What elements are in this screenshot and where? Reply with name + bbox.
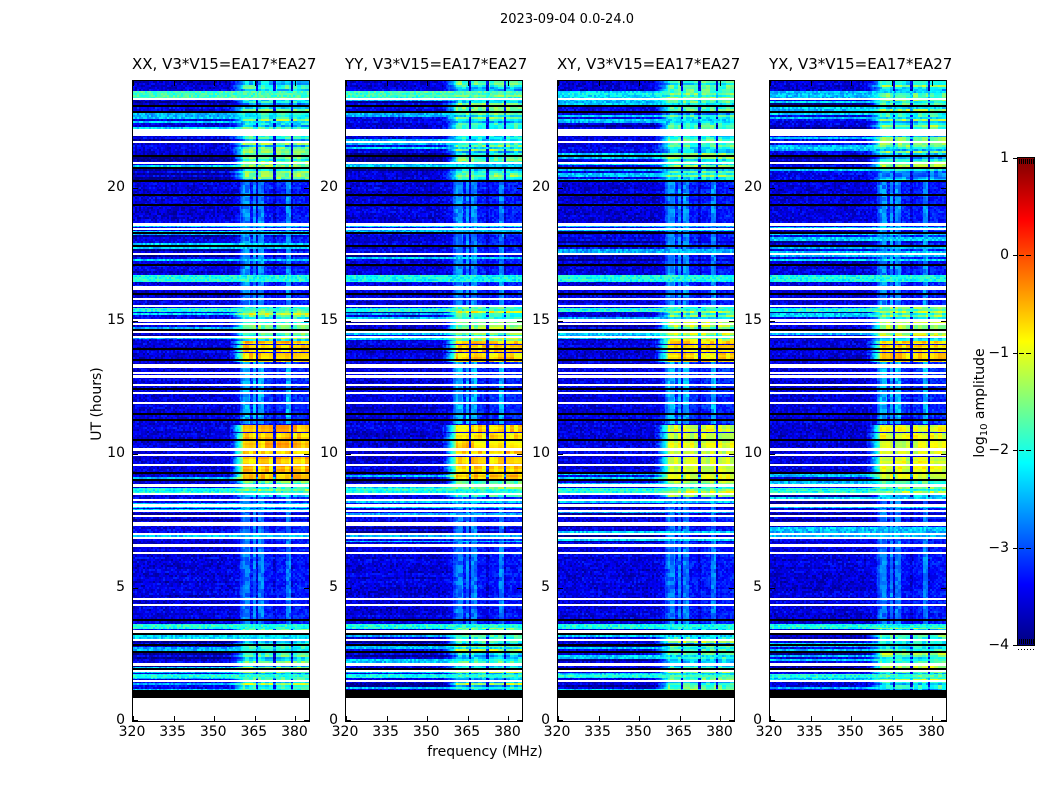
y-tick-label: 10	[320, 445, 338, 462]
y-tick-label: 0	[116, 712, 125, 728]
x-tick-label: 380	[281, 724, 308, 740]
x-tick-label: 335	[796, 724, 823, 740]
spectrogram-panel-yx	[769, 80, 947, 722]
x-axis-label: frequency (MHz)	[427, 744, 543, 760]
colorbar-tick-label: −4	[988, 637, 1009, 653]
y-tick-label: 0	[541, 712, 550, 728]
y-tick-label: 0	[753, 712, 762, 728]
y-tick-label: 5	[116, 578, 125, 595]
x-tick-label: 350	[836, 724, 864, 740]
x-tick-label: 320	[118, 724, 146, 740]
x-tick-label: 365	[665, 724, 693, 740]
y-tick-label: 20	[744, 178, 762, 195]
x-tick-label: 335	[584, 724, 611, 740]
x-tick-label: 380	[706, 724, 733, 740]
spectrogram-panel-xx	[132, 80, 310, 722]
x-tick-label: 350	[412, 724, 440, 740]
colorbar	[1013, 154, 1039, 654]
y-tick-label: 10	[532, 445, 550, 462]
y-tick-label: 15	[532, 312, 550, 328]
panel-title-xy: XY, V3*V15=EA17*EA27	[557, 55, 741, 73]
y-tick-label: 20	[532, 178, 550, 195]
spectrogram-panel-yy	[345, 80, 523, 722]
x-tick-label: 380	[494, 724, 521, 740]
y-tick-label: 15	[320, 312, 338, 328]
colorbar-tick-label: 1	[1000, 150, 1009, 166]
x-tick-label: 350	[199, 724, 227, 740]
y-axis-label: UT (hours)	[89, 367, 105, 441]
y-tick-label: 15	[107, 312, 125, 328]
colorbar-tick-label: −2	[988, 442, 1009, 459]
x-tick-label: 350	[624, 724, 652, 740]
colorbar-tick-label: −1	[988, 344, 1009, 361]
y-tick-label: 20	[320, 178, 338, 195]
colorbar-tick-label: −3	[988, 539, 1009, 556]
y-tick-label: 5	[329, 578, 338, 595]
panel-title-xx: XX, V3*V15=EA17*EA27	[132, 55, 317, 73]
x-tick-label: 320	[543, 724, 571, 740]
x-tick-label: 335	[372, 724, 399, 740]
x-tick-label: 320	[331, 724, 359, 740]
spectrogram-panel-xy	[557, 80, 735, 722]
x-tick-label: 335	[159, 724, 186, 740]
colorbar-tick-label: 0	[1000, 247, 1009, 264]
panel-title-yy: YY, V3*V15=EA17*EA27	[345, 55, 528, 73]
y-tick-label: 20	[107, 178, 125, 195]
x-tick-label: 365	[453, 724, 481, 740]
y-tick-label: 0	[329, 712, 338, 728]
colorbar-label-sub: 10	[979, 423, 990, 437]
x-tick-label: 365	[877, 724, 905, 740]
x-tick-label: 380	[918, 724, 945, 740]
x-tick-label: 320	[755, 724, 783, 740]
figure-title: 2023-09-04 0.0-24.0	[500, 12, 634, 27]
y-tick-label: 5	[753, 578, 762, 595]
panel-title-yx: YX, V3*V15=EA17*EA27	[769, 55, 953, 73]
y-tick-label: 5	[541, 578, 550, 595]
x-tick-label: 365	[240, 724, 268, 740]
y-tick-label: 10	[107, 445, 125, 462]
y-tick-label: 10	[744, 445, 762, 462]
y-tick-label: 15	[744, 312, 762, 328]
